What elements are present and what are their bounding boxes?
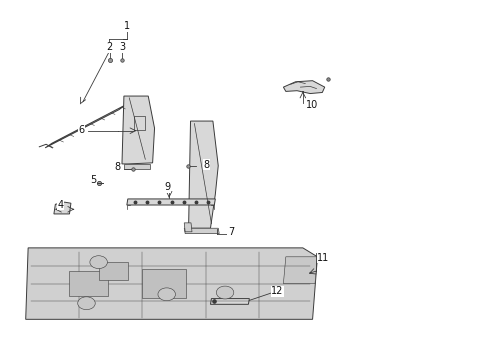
Text: 5: 5 <box>90 175 97 185</box>
Text: 8: 8 <box>114 162 120 172</box>
Text: 11: 11 <box>317 252 329 262</box>
Text: 1: 1 <box>123 21 130 31</box>
Polygon shape <box>45 105 125 148</box>
Polygon shape <box>210 298 249 304</box>
Circle shape <box>216 286 233 299</box>
Polygon shape <box>26 248 317 319</box>
Polygon shape <box>188 121 218 228</box>
Text: 7: 7 <box>227 227 234 237</box>
Polygon shape <box>54 202 71 214</box>
Polygon shape <box>142 269 186 298</box>
Polygon shape <box>122 96 154 164</box>
Text: 4: 4 <box>58 200 63 210</box>
Polygon shape <box>184 228 219 234</box>
Text: 2: 2 <box>106 42 112 52</box>
Circle shape <box>158 288 175 301</box>
Text: 12: 12 <box>271 287 283 296</box>
Text: 8: 8 <box>203 159 209 170</box>
Polygon shape <box>184 223 192 232</box>
Polygon shape <box>283 257 317 284</box>
Text: 9: 9 <box>164 182 170 192</box>
Polygon shape <box>126 199 215 205</box>
Circle shape <box>78 297 95 310</box>
Text: 10: 10 <box>306 100 318 110</box>
Text: 6: 6 <box>79 125 84 135</box>
Text: 3: 3 <box>119 42 125 52</box>
Polygon shape <box>283 81 324 94</box>
Polygon shape <box>99 262 127 280</box>
Polygon shape <box>123 164 150 169</box>
Polygon shape <box>69 271 108 296</box>
Circle shape <box>90 256 107 269</box>
